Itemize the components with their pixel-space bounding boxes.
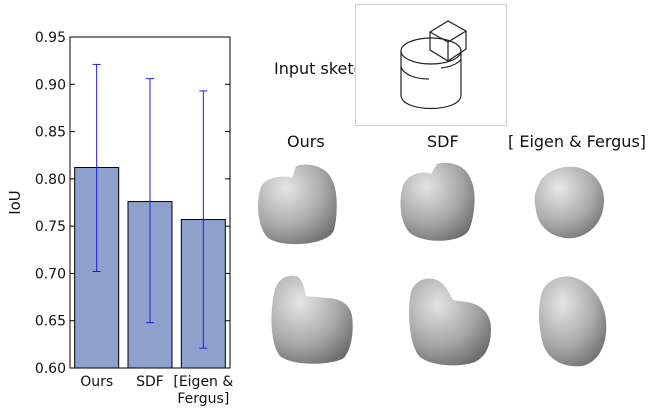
x-tick-label: SDF xyxy=(136,374,164,390)
render-sdf-row2 xyxy=(405,270,500,374)
y-tick-label: 0.80 xyxy=(35,172,66,188)
render-sdf-row1 xyxy=(395,158,485,252)
y-tick-label: 0.65 xyxy=(35,314,66,330)
y-tick-label: 0.95 xyxy=(35,30,66,46)
render-eigen-row2 xyxy=(534,270,614,374)
render-ours-row1 xyxy=(252,160,347,254)
y-tick-label: 0.75 xyxy=(35,219,66,235)
render-eigen-row1 xyxy=(528,160,613,249)
plot-frame xyxy=(69,36,231,369)
column-header-ours: Ours xyxy=(287,132,325,151)
y-axis-label: IoU xyxy=(6,190,24,215)
y-tick-label: 0.60 xyxy=(35,361,66,377)
input-sketch-label: Input sketch xyxy=(274,59,373,78)
iou-bar-chart: Ours SDF [Eigen &Fergus] 0.60 0.65 0.70 0.75 0.… xyxy=(6,30,233,407)
render-ours-row2 xyxy=(266,268,361,372)
column-header-sdf: SDF xyxy=(427,132,459,151)
x-tick-label: Ours xyxy=(80,374,113,390)
x-tick-label: Fergus] xyxy=(177,391,229,407)
y-tick-label: 0.70 xyxy=(35,266,66,282)
x-tick-label: [Eigen & xyxy=(173,374,233,390)
input-sketch-drawing xyxy=(400,20,468,110)
y-tick-label: 0.90 xyxy=(35,77,66,93)
input-sketch-panel xyxy=(355,4,507,126)
column-header-eigen-fergus: [ Eigen & Fergus] xyxy=(508,132,647,151)
y-tick-label: 0.85 xyxy=(35,125,66,141)
